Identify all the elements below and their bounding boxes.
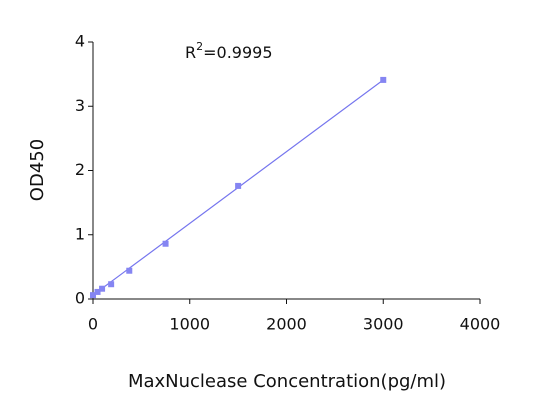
y-tick-label: 3 [75, 96, 85, 115]
y-tick-label: 0 [75, 289, 85, 308]
y-tick-label: 4 [75, 32, 85, 51]
x-tick-label: 1000 [169, 315, 210, 334]
data-point [90, 292, 96, 299]
annotation-part: R [185, 43, 196, 62]
y-axis-label: OD450 [27, 139, 48, 201]
data-point [94, 288, 101, 295]
data-point [108, 281, 115, 288]
y-tick-label: 1 [75, 224, 85, 243]
annotation-part: =0.9995 [203, 43, 272, 62]
x-tick-label: 4000 [460, 315, 501, 334]
data-point [380, 76, 387, 83]
data-point [162, 240, 169, 247]
x-tick-label: 2000 [266, 315, 307, 334]
x-axis-label: MaxNuclease Concentration(pg/ml) [128, 371, 446, 392]
x-tick-label: 3000 [363, 315, 404, 334]
x-tick-label: 0 [88, 315, 98, 334]
data-point [235, 182, 242, 189]
annotation-sup: 2 [196, 40, 203, 53]
annotation: R2=0.9995 [185, 40, 273, 62]
y-tick-label: 2 [75, 160, 85, 179]
data-point [126, 267, 133, 274]
data-point [99, 285, 106, 292]
